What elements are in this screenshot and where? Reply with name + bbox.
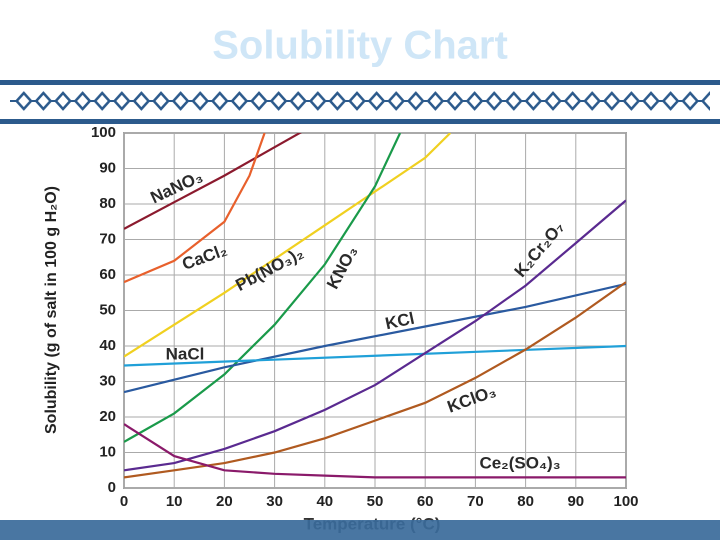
y-tick-label: 40 [99, 337, 116, 354]
y-axis-label: Solubility (g of salt in 100 g H₂O) [43, 186, 60, 434]
y-tick-label: 30 [99, 372, 116, 389]
series-line [124, 133, 452, 358]
x-tick-label: 60 [417, 493, 434, 510]
y-tick-label: 10 [99, 443, 116, 460]
x-tick-label: 80 [517, 493, 534, 510]
slide-title: Solubility Chart [212, 24, 508, 68]
y-tick-label: 100 [91, 124, 116, 141]
rule-bottom [0, 119, 720, 124]
y-tick-label: 60 [99, 266, 116, 283]
y-tick-label: 80 [99, 195, 116, 212]
x-tick-label: 30 [266, 493, 283, 510]
series-line [124, 133, 402, 443]
y-tick-label: 90 [99, 159, 116, 176]
x-tick-label: 100 [613, 493, 638, 510]
x-tick-label: 70 [467, 493, 484, 510]
series-label: NaCl [166, 344, 205, 363]
series-line [124, 199, 626, 472]
rule-top [0, 80, 720, 85]
y-tick-label: 20 [99, 408, 116, 425]
diamond-chain [14, 91, 710, 111]
y-tick-label: 70 [99, 230, 116, 247]
footer-bar [0, 520, 720, 540]
series-group [124, 133, 626, 479]
series-line [124, 133, 302, 230]
y-tick-label: 50 [99, 301, 116, 318]
x-tick-label: 40 [316, 493, 333, 510]
series-line [124, 344, 626, 367]
series-line [124, 282, 626, 394]
x-tick-label: 10 [166, 493, 183, 510]
x-tick-label: 50 [367, 493, 384, 510]
series-line [124, 423, 626, 479]
chart: 0 10 20 30 40 50 60 70 80 90 100 0 10 20 30 40 50 60 70 80 9… [91, 124, 639, 510]
x-tick-label: 90 [567, 493, 584, 510]
series-label: Ce₂(SO₄)₃ [479, 453, 560, 472]
y-tick-label: 0 [108, 479, 116, 496]
series-line [124, 133, 266, 284]
x-tick-label: 0 [120, 493, 128, 510]
x-tick-label: 20 [216, 493, 233, 510]
